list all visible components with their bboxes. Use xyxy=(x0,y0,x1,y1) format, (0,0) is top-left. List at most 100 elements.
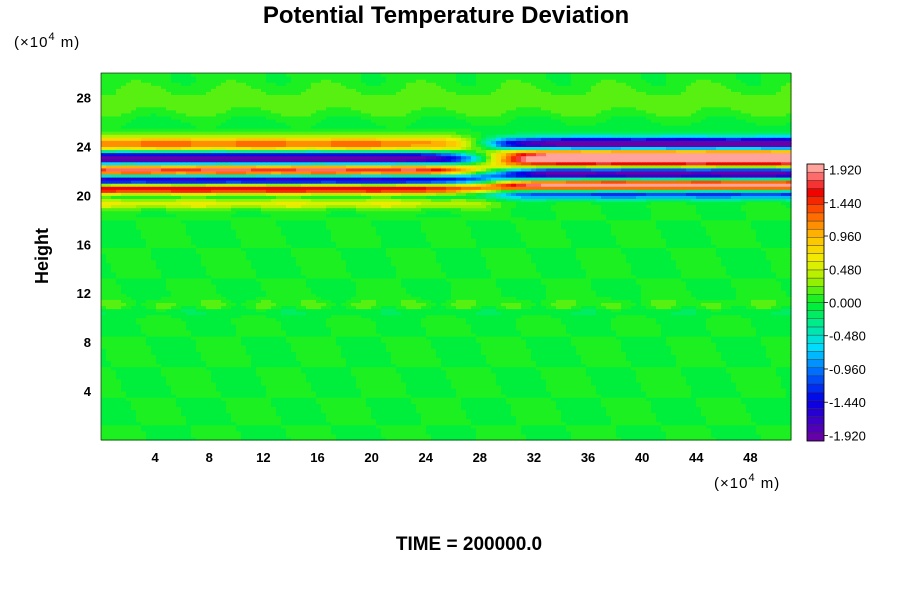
heatmap-cell xyxy=(346,351,352,355)
heatmap-cell xyxy=(331,406,337,411)
heatmap-cell xyxy=(531,400,537,404)
heatmap-cell xyxy=(136,409,142,414)
heatmap-cell xyxy=(121,415,127,420)
heatmap-cell xyxy=(136,412,142,417)
heatmap-cell xyxy=(706,363,712,368)
heatmap-cell xyxy=(366,400,372,404)
heatmap-cell xyxy=(641,424,647,429)
heatmap-cell xyxy=(366,345,372,349)
heatmap-cell xyxy=(521,375,527,380)
heatmap-cell xyxy=(321,378,327,383)
heatmap-cell xyxy=(336,433,342,438)
heatmap-cell xyxy=(651,329,657,334)
heatmap-cell xyxy=(426,436,432,441)
heatmap-cell xyxy=(386,430,392,435)
heatmap-cell xyxy=(281,424,287,429)
heatmap-cell xyxy=(116,415,122,420)
heatmap-cell xyxy=(326,403,332,407)
heatmap-cell xyxy=(226,381,232,386)
heatmap-cell xyxy=(561,403,567,407)
heatmap-cell xyxy=(181,342,187,346)
heatmap-cell xyxy=(651,436,657,441)
heatmap-cell xyxy=(221,363,227,368)
heatmap-cell xyxy=(361,388,367,392)
heatmap-cell xyxy=(461,372,467,377)
heatmap-cell xyxy=(691,366,697,371)
heatmap-cell xyxy=(656,329,662,334)
heatmap-cell xyxy=(466,348,472,352)
heatmap-cell xyxy=(446,354,452,359)
heatmap-cell xyxy=(721,433,727,438)
heatmap-cell xyxy=(216,421,222,426)
heatmap-cell xyxy=(416,394,422,398)
heatmap-cell xyxy=(596,339,602,343)
heatmap-cell xyxy=(621,348,627,352)
heatmap-cell xyxy=(231,342,237,346)
heatmap-cell xyxy=(496,409,502,414)
heatmap-cell xyxy=(721,388,727,392)
heatmap-cell xyxy=(241,339,247,343)
heatmap-cell xyxy=(786,388,792,392)
heatmap-cell xyxy=(496,394,502,398)
heatmap-cell xyxy=(626,388,632,392)
heatmap-cell xyxy=(361,397,367,401)
heatmap-cell xyxy=(351,339,357,343)
heatmap-cell xyxy=(521,369,527,374)
heatmap-cell xyxy=(271,369,277,374)
heatmap-cell xyxy=(741,403,747,407)
heatmap-cell xyxy=(281,351,287,355)
heatmap-cell xyxy=(121,388,127,392)
heatmap-cell xyxy=(586,345,592,349)
heatmap-cell xyxy=(556,369,562,374)
heatmap-cell xyxy=(321,400,327,404)
heatmap-cell xyxy=(341,357,347,362)
heatmap-cell xyxy=(126,363,132,368)
heatmap-cell xyxy=(361,430,367,435)
heatmap-cell xyxy=(391,378,397,383)
heatmap-cell xyxy=(266,427,272,432)
heatmap-cell xyxy=(771,354,777,359)
heatmap-cell xyxy=(416,375,422,380)
heatmap-cell xyxy=(261,378,267,383)
heatmap-cell xyxy=(621,436,627,441)
heatmap-cell xyxy=(266,406,272,411)
heatmap-cell xyxy=(341,384,347,389)
heatmap-cell xyxy=(506,372,512,377)
heatmap-cell xyxy=(281,397,287,401)
heatmap-cell xyxy=(301,400,307,404)
heatmap-cell xyxy=(331,357,337,362)
heatmap-cell xyxy=(711,406,717,411)
heatmap-cell xyxy=(586,384,592,389)
heatmap-cell xyxy=(221,400,227,404)
heatmap-cell xyxy=(421,363,427,368)
heatmap-cell xyxy=(381,357,387,362)
heatmap-cell xyxy=(261,354,267,359)
heatmap-cell xyxy=(156,357,162,362)
heatmap-cell xyxy=(771,397,777,401)
heatmap-cell xyxy=(131,394,137,398)
heatmap-cell xyxy=(471,369,477,374)
heatmap-cell xyxy=(376,366,382,371)
heatmap-cell xyxy=(636,363,642,368)
heatmap-cell xyxy=(211,357,217,362)
heatmap-cell xyxy=(636,372,642,377)
heatmap-cell xyxy=(151,381,157,386)
heatmap-cell xyxy=(471,354,477,359)
heatmap-cell xyxy=(176,412,182,417)
heatmap-cell xyxy=(206,360,212,365)
heatmap-cell xyxy=(746,348,752,352)
heatmap-cell xyxy=(391,372,397,377)
heatmap-cell xyxy=(296,339,302,343)
heatmap-cell xyxy=(756,345,762,349)
heatmap-cell xyxy=(251,400,257,404)
heatmap-cell xyxy=(501,412,507,417)
heatmap-cell xyxy=(201,397,207,401)
heatmap-cell xyxy=(666,369,672,374)
heatmap-cell xyxy=(591,369,597,374)
heatmap-cell xyxy=(181,369,187,374)
heatmap-cell xyxy=(431,403,437,407)
heatmap-cell xyxy=(681,403,687,407)
heatmap-cell xyxy=(431,375,437,380)
heatmap-cell xyxy=(516,339,522,343)
heatmap-cell xyxy=(596,415,602,420)
